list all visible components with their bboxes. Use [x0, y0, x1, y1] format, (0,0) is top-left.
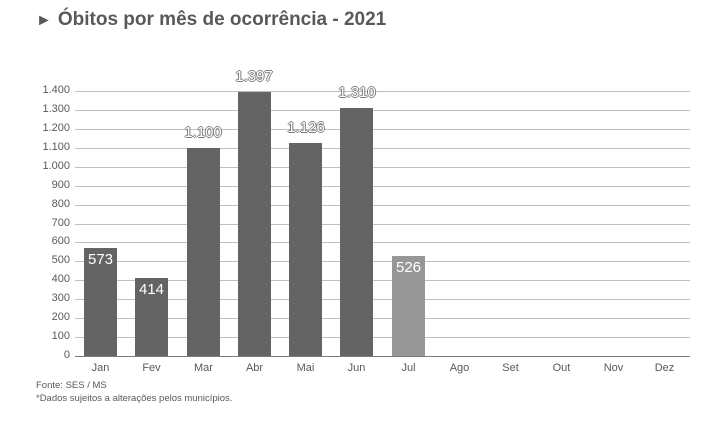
- x-tick-label: Out: [552, 362, 571, 374]
- y-tick-label: 700: [51, 217, 70, 229]
- gridline: [75, 167, 690, 168]
- chart-title-text: Óbitos por mês de ocorrência - 2021: [57, 9, 387, 30]
- y-tick-label: 100: [51, 330, 70, 342]
- x-tick-label: Jun: [347, 362, 366, 374]
- x-tick-label: Ago: [449, 362, 470, 374]
- value-label: 1.100: [184, 124, 222, 141]
- x-tick-label: Mar: [194, 362, 213, 374]
- y-tick-label: 500: [51, 254, 70, 266]
- bar-mar: [187, 148, 220, 356]
- gridline: [75, 205, 690, 206]
- x-tick-label: Jan: [91, 362, 110, 374]
- y-tick-label: 1.200: [42, 122, 70, 134]
- y-tick-label: 300: [51, 292, 70, 304]
- y-tick-label: 1.300: [42, 103, 70, 115]
- x-axis-line: [75, 356, 690, 357]
- gridline: [75, 110, 690, 111]
- y-tick-label: 200: [51, 311, 70, 323]
- bar-jul: [392, 256, 425, 356]
- y-tick-label: 900: [51, 179, 70, 191]
- source-note: Fonte: SES / MS: [36, 380, 107, 391]
- triangle-right-icon: ►: [36, 12, 52, 29]
- value-label: 414: [138, 281, 165, 298]
- chart-title: ► Óbitos por mês de ocorrência - 2021: [36, 9, 386, 31]
- value-label: 1.310: [338, 84, 376, 101]
- gridline: [75, 280, 690, 281]
- gridline: [75, 186, 690, 187]
- value-label: 526: [395, 259, 422, 276]
- x-tick-label: Jul: [401, 362, 416, 374]
- x-tick-label: Fev: [142, 362, 161, 374]
- y-tick-label: 1.400: [42, 84, 70, 96]
- y-tick-label: 0: [63, 349, 70, 361]
- y-tick-label: 1.100: [42, 141, 70, 153]
- gridline: [75, 337, 690, 338]
- disclaimer-note: *Dados sujeitos a alterações pelos munic…: [36, 393, 233, 404]
- x-tick-label: Dez: [654, 362, 675, 374]
- y-tick-label: 800: [51, 198, 70, 210]
- bar-mai: [289, 143, 322, 356]
- gridline: [75, 129, 690, 130]
- value-label: 573: [87, 251, 114, 268]
- gridline: [75, 261, 690, 262]
- gridline: [75, 224, 690, 225]
- x-tick-label: Mai: [296, 362, 315, 374]
- gridline: [75, 318, 690, 319]
- gridline: [75, 299, 690, 300]
- x-tick-label: Set: [502, 362, 519, 374]
- x-tick-label: Abr: [245, 362, 264, 374]
- bar-jan: [84, 248, 117, 356]
- y-tick-label: 600: [51, 235, 70, 247]
- gridline: [75, 148, 690, 149]
- y-tick-label: 1.000: [42, 160, 70, 172]
- x-tick-label: Nov: [603, 362, 624, 374]
- gridline: [75, 242, 690, 243]
- bar-abr: [238, 92, 271, 356]
- value-label: 1.397: [235, 68, 273, 85]
- y-tick-label: 400: [51, 273, 70, 285]
- bar-fev: [135, 278, 168, 356]
- bar-jun: [340, 108, 373, 356]
- value-label: 1.126: [287, 119, 325, 136]
- gridline: [75, 91, 690, 92]
